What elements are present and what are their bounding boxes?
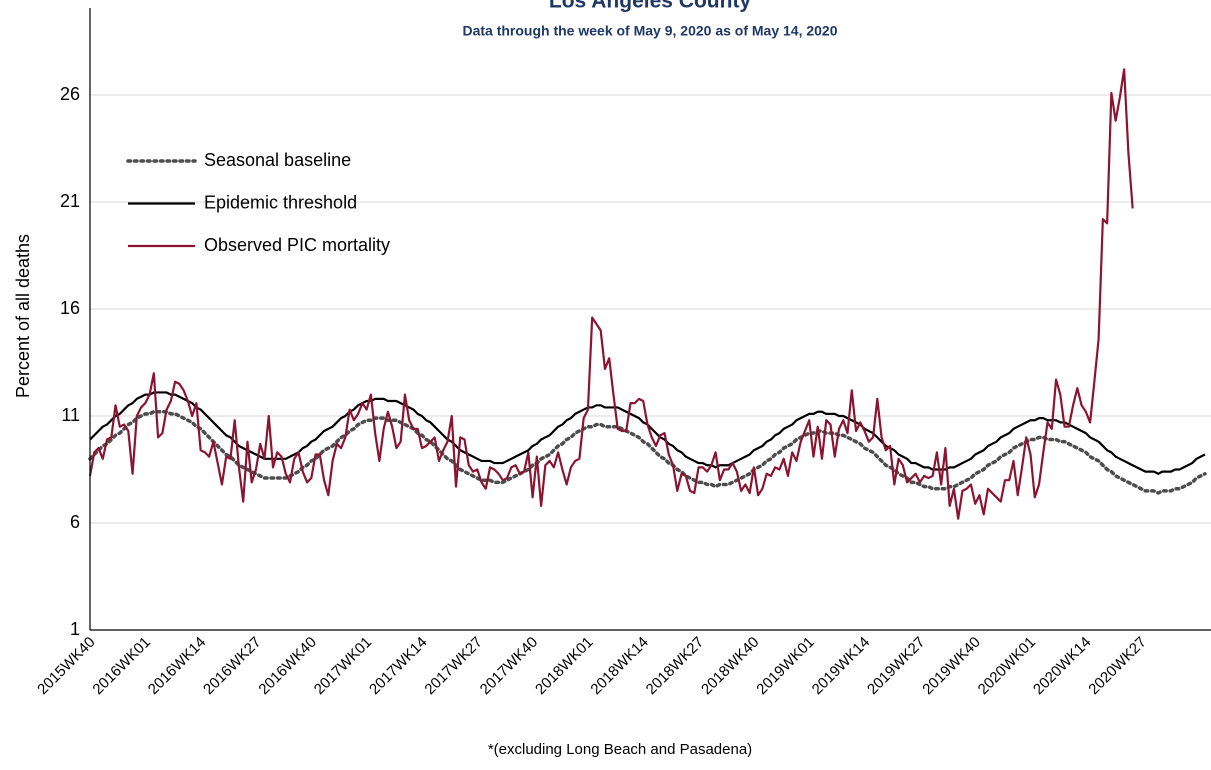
x-tick-label: 2016WK14 — [145, 634, 210, 699]
series-line — [88, 409, 1207, 495]
x-tick-label: 2019WK40 — [919, 634, 984, 699]
x-tick-label: 2018WK01 — [532, 634, 597, 699]
y-tick-label: 1 — [70, 619, 80, 639]
x-tick-label: 2020WK14 — [1030, 634, 1095, 699]
x-tick-label: 2018WK40 — [698, 634, 763, 699]
x-tick-label: 2016WK40 — [255, 634, 320, 699]
x-tick-labels: 2015WK402016WK012016WK142016WK272016WK40… — [34, 634, 1150, 699]
x-tick-label: 2019WK14 — [809, 634, 874, 699]
x-tick-label: 2019WK27 — [864, 634, 929, 699]
legend-label: Seasonal baseline — [204, 150, 351, 170]
x-tick-label: 2018WK27 — [643, 634, 708, 699]
x-tick-label: 2017WK01 — [311, 634, 376, 699]
y-tick-label: 11 — [61, 405, 80, 425]
chart-title: Los Angeles County — [549, 0, 752, 13]
legend: Seasonal baseline Epidemic threshold Obser… — [126, 150, 390, 255]
x-tick-label: 2017WK27 — [421, 634, 486, 699]
legend-label: Observed PIC mortality — [204, 235, 390, 255]
y-tick-label: 21 — [60, 191, 80, 211]
y-tick-label: 16 — [60, 298, 80, 318]
x-tick-label: 2020WK01 — [975, 634, 1040, 699]
chart-subtitle: Data through the week of May 9, 2020 as … — [462, 23, 837, 39]
x-tick-label: 2018WK14 — [587, 634, 652, 699]
y-tick-label: 26 — [60, 84, 80, 104]
y-axis-label: Percent of all deaths — [13, 234, 33, 398]
x-tick-label: 2017WK40 — [477, 634, 542, 699]
legend-label: Epidemic threshold — [204, 192, 357, 212]
x-tick-label: 2016WK01 — [89, 634, 154, 699]
footnote: *(excluding Long Beach and Pasadena) — [488, 741, 752, 758]
x-tick-label: 2016WK27 — [200, 634, 265, 699]
series-line — [88, 68, 1134, 520]
y-tick-label: 6 — [70, 512, 80, 532]
x-tick-label: 2020WK27 — [1085, 634, 1150, 699]
plot-area — [88, 68, 1207, 520]
x-tick-label: 2015WK40 — [34, 634, 99, 699]
x-tick-label: 2017WK14 — [366, 634, 431, 699]
x-tick-label: 2019WK01 — [753, 634, 818, 699]
